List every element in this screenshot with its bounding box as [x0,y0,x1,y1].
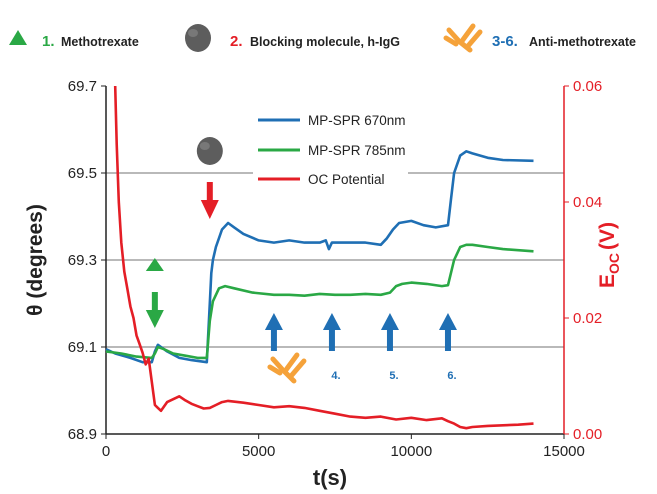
antibody-arrow-up-icon [322,313,341,330]
antibody-arrow-shaft [270,329,277,351]
y-axis-right-title: EOC (V) [596,222,622,288]
key-label-anti: Anti-methotrexate [529,35,636,49]
series-line-oc-potential [113,85,534,430]
y-left-tick-label: 69.5 [68,165,97,182]
y-left-tick-label: 69.3 [68,252,97,269]
annotation-layer: 4. 5. 6. [145,137,457,384]
antibody-icon-arm [283,352,300,373]
blocking-arrow-shaft [206,182,213,202]
blocking-sphere-highlight-icon [199,142,210,150]
y-left-tick-label: 69.7 [68,78,97,95]
blocking-arrow-down-icon [200,200,219,219]
x-tick-label: 5000 [242,443,275,460]
antibody-arrow-up-icon [380,313,399,330]
y-right-tick-label: 0.06 [573,78,602,95]
antibody-step-label: 4. [331,370,340,382]
key-number-methotrexate: 1. [42,33,55,50]
key-label-methotrexate: Methotrexate [61,35,139,49]
antibody-icon-arm [270,356,285,372]
antibody-step-label: 6. [447,370,456,382]
antibody-step-label: 5. [389,370,398,382]
y-left-tick-label: 68.9 [68,426,97,443]
y-left-tick-label: 69.1 [68,339,97,356]
y-axis-left-title: θ (degrees) [24,204,47,316]
x-tick-label: 10000 [390,443,432,460]
gray-sphere-highlight-icon [188,29,198,37]
x-tick-label: 0 [102,443,110,460]
methotrexate-triangle-icon [145,258,164,271]
y-axis-right-title-unit: (V) [596,222,619,250]
antibody-arrow-shaft [328,329,335,351]
antibody-icon-arm [289,358,307,378]
methotrexate-arrow-shaft [151,292,158,312]
blocking-sphere-icon [196,137,223,165]
legend: MP-SPR 670nm MP-SPR 785nm OC Potential [253,106,408,192]
series-layer [105,85,534,430]
x-tick-label: 15000 [543,443,585,460]
key-number-anti: 3-6. [492,33,518,50]
y-right-tick-label: 0.00 [573,426,602,443]
y-right-tick-label: 0.04 [573,194,602,211]
y-axis-right-title-main: E [596,274,619,288]
antibody-icon [267,352,307,384]
methotrexate-arrow-down-icon [145,310,164,328]
legend-label-785nm: MP-SPR 785nm [308,143,406,158]
green-triangle-icon [9,30,27,45]
key: 1. Methotrexate 2. Blocking molecule, h-… [9,23,636,53]
legend-label-670nm: MP-SPR 670nm [308,113,406,128]
antibody-arrow-up-icon [438,313,457,330]
antibody-arrow-up-icon [264,313,283,330]
series-line-mp-spr-785nm [105,243,534,360]
orange-antibody-icon [443,23,483,53]
key-label-blocking: Blocking molecule, h-IgG [250,35,400,49]
ticks-layer: 68.9 69.1 69.3 69.5 69.7 0.00 0.02 0.04 0.06 0 500… [68,78,602,460]
antibody-arrow-shaft [444,329,451,351]
legend-label-oc: OC Potential [308,172,385,187]
gray-sphere-icon [185,24,211,52]
plot-area: 68.9 69.1 69.3 69.5 69.7 0.00 0.02 0.04 0.06 0 500… [68,78,602,460]
antibody-icon-arm [281,368,297,384]
x-axis-title: t(s) [313,465,347,490]
antibody-icon-arm [267,364,283,376]
antibody-arrow-shaft [386,329,393,351]
key-number-blocking: 2. [230,33,243,50]
y-axis-right-title-sub: OC [606,253,622,274]
y-right-tick-label: 0.02 [573,310,602,327]
